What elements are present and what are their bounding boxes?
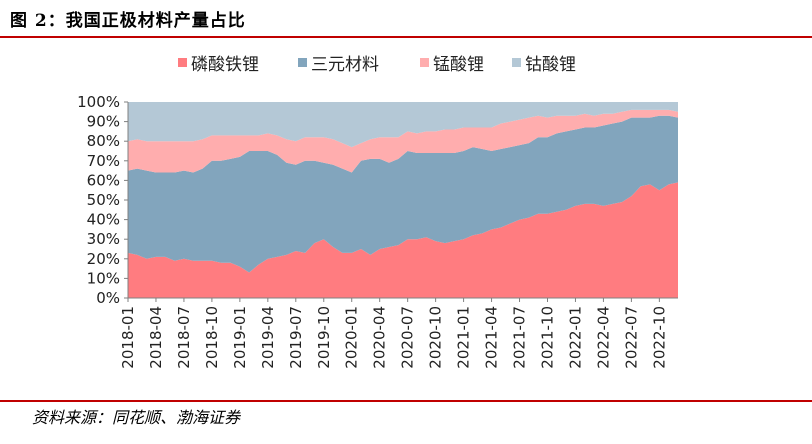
x-tick-labels: 2018-01 2018-04 2018-07 2018-10 2019-01 2019-… (119, 306, 668, 369)
x-tick-label: 2022-01 (566, 306, 584, 369)
x-tick-label: 2021-01 (455, 306, 473, 369)
area-series-2 (128, 115, 678, 273)
legend-label: 三元材料 (311, 55, 379, 75)
source-note: 资料来源：同花顺、渤海证券 (32, 408, 241, 427)
x-tick-label: 2018-10 (203, 306, 221, 369)
x-tick-label: 2022-04 (594, 306, 612, 369)
x-tick-label: 2021-07 (511, 306, 529, 369)
y-tick-label: 80% (87, 132, 120, 150)
source-rule (0, 400, 812, 402)
y-tick-labels: 0% 10%20% 30%40% 50% 60%70% 80%90% 100% (77, 93, 120, 307)
area-series-group (128, 102, 678, 298)
area-series-3 (128, 109, 678, 173)
x-tick-label: 2021-04 (483, 306, 501, 369)
x-tick-label: 2020-01 (343, 306, 361, 369)
title-rule (0, 36, 812, 38)
x-tick-label: 2019-10 (315, 306, 333, 369)
x-tick-label: 2019-04 (259, 306, 277, 369)
area-series-4 (128, 102, 678, 148)
x-tick-label: 2020-10 (427, 306, 445, 369)
legend-swatch (512, 58, 521, 67)
legend-swatch (420, 58, 429, 67)
y-tick-label: 10% (87, 269, 120, 287)
x-tick-label: 2018-01 (119, 306, 137, 369)
x-tick-label: 2020-04 (371, 306, 389, 369)
y-tick-label: 0% (96, 289, 120, 307)
x-tick-label: 2022-10 (650, 306, 668, 369)
x-tick-label: 2019-01 (231, 306, 249, 369)
y-tick-label: 40% (87, 211, 120, 229)
y-tick-label: 90% (87, 113, 120, 131)
y-tick-label: 60% (87, 171, 120, 189)
legend-label: 钴酸锂 (525, 55, 576, 75)
y-tick-label: 20% (87, 250, 120, 268)
y-tick-label: 30% (87, 230, 120, 248)
legend-label: 磷酸铁锂 (191, 55, 259, 75)
y-tick-label: 50% (87, 191, 120, 209)
x-tick-label: 2020-07 (399, 306, 417, 369)
legend: 磷酸铁锂 三元材料 锰酸锂 钴酸锂 (178, 55, 576, 75)
area-series-1 (128, 182, 678, 298)
legend-swatch (178, 58, 187, 67)
stacked-area-chart: 磷酸铁锂 三元材料 锰酸锂 钴酸锂 0% 10%20% 30%40% 50% 60%70% 80… (77, 55, 678, 369)
axes (124, 101, 678, 302)
x-tick-label: 2019-07 (287, 306, 305, 369)
y-tick-label: 100% (77, 93, 120, 111)
x-tick-label: 2018-04 (147, 306, 165, 369)
legend-label: 锰酸锂 (433, 55, 484, 75)
x-tick-label: 2021-10 (538, 306, 556, 369)
x-tick-label: 2018-07 (175, 306, 193, 369)
legend-swatch (298, 58, 307, 67)
y-tick-label: 70% (87, 152, 120, 170)
figure-title: 图 2：我国正极材料产量占比 (10, 11, 246, 31)
x-tick-label: 2022-07 (622, 306, 640, 369)
